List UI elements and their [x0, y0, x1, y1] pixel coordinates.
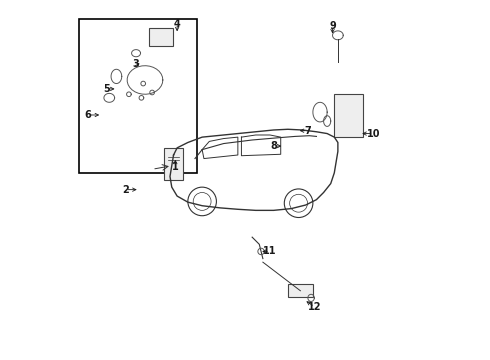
Text: 8: 8: [270, 141, 277, 151]
Text: 6: 6: [84, 110, 91, 120]
Text: 1: 1: [172, 162, 179, 172]
Bar: [334, 94, 363, 137]
Bar: [149, 28, 172, 46]
Text: 2: 2: [122, 185, 129, 195]
Text: 3: 3: [132, 59, 139, 69]
Text: 5: 5: [103, 84, 110, 94]
Text: 12: 12: [308, 302, 321, 312]
Bar: [288, 284, 313, 297]
Bar: [164, 148, 183, 180]
Text: 7: 7: [304, 126, 311, 136]
Text: 9: 9: [329, 21, 336, 31]
Text: 10: 10: [367, 129, 380, 139]
Text: 11: 11: [263, 247, 277, 256]
Text: 4: 4: [174, 18, 180, 28]
Bar: [79, 19, 197, 173]
